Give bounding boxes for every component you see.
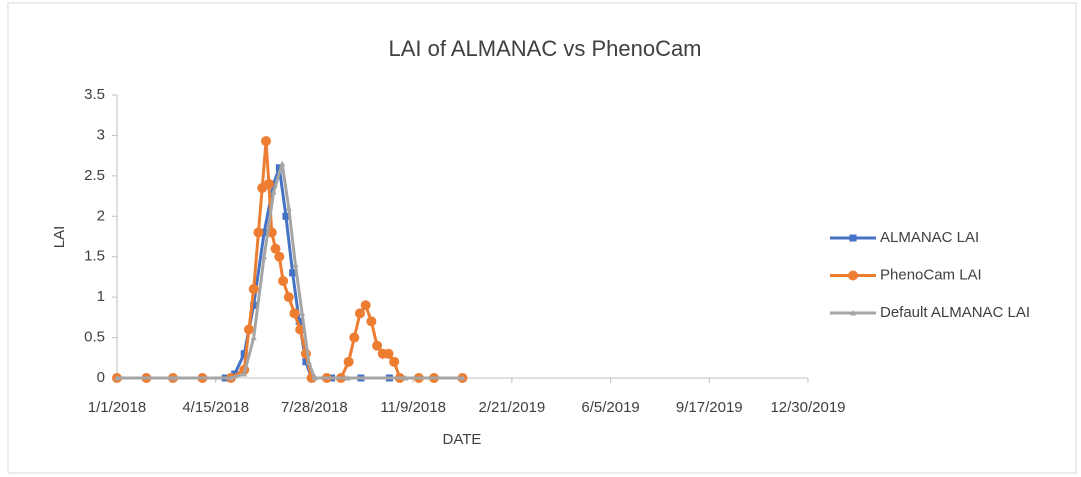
data-point bbox=[305, 358, 312, 365]
data-point bbox=[261, 253, 268, 260]
data-point bbox=[250, 334, 257, 341]
data-point bbox=[250, 301, 258, 309]
data-point bbox=[360, 300, 371, 311]
data-point bbox=[289, 308, 300, 319]
legend-label: Default ALMANAC LAI bbox=[880, 304, 1030, 321]
data-point bbox=[311, 375, 318, 381]
data-point bbox=[354, 308, 365, 319]
data-point bbox=[343, 356, 354, 367]
x-axis-label: DATE bbox=[443, 431, 482, 448]
chart-title: LAI of ALMANAC vs PhenoCam bbox=[388, 36, 701, 61]
x-tick-label: 12/30/2019 bbox=[770, 399, 845, 416]
data-point bbox=[260, 228, 268, 236]
data-point bbox=[459, 375, 466, 381]
y-tick-label: 3 bbox=[97, 126, 105, 143]
data-point bbox=[243, 324, 254, 335]
legend-label: PhenoCam LAI bbox=[880, 266, 982, 283]
data-point bbox=[114, 375, 120, 381]
data-point bbox=[270, 189, 277, 195]
data-point bbox=[285, 205, 292, 211]
data-point bbox=[241, 370, 248, 377]
data-point bbox=[227, 375, 234, 381]
data-point bbox=[349, 332, 360, 343]
legend-marker bbox=[850, 310, 856, 316]
y-tick-label: 0 bbox=[97, 369, 105, 386]
data-point bbox=[279, 160, 286, 167]
data-point bbox=[295, 317, 303, 325]
legend-marker bbox=[848, 270, 858, 281]
data-point bbox=[278, 275, 289, 286]
data-point bbox=[253, 227, 264, 238]
y-tick-label: 2 bbox=[97, 207, 105, 224]
y-tick-label: 1.5 bbox=[84, 248, 105, 265]
chart-frame bbox=[7, 2, 1077, 474]
data-point bbox=[263, 178, 274, 189]
data-point bbox=[292, 261, 299, 268]
data-point bbox=[248, 284, 259, 295]
data-point bbox=[344, 375, 351, 381]
data-point bbox=[282, 212, 290, 220]
data-point bbox=[366, 316, 377, 327]
data-point bbox=[170, 375, 177, 381]
data-point bbox=[283, 292, 294, 303]
series-line bbox=[117, 163, 463, 380]
x-tick-label: 9/17/2019 bbox=[676, 399, 743, 416]
x-tick-label: 6/5/2019 bbox=[581, 399, 639, 416]
data-point bbox=[274, 251, 285, 262]
x-tick-label: 11/9/2018 bbox=[380, 399, 446, 416]
x-tick-label: 7/28/2018 bbox=[281, 399, 348, 416]
data-point bbox=[261, 136, 272, 147]
y-tick-label: 2.5 bbox=[84, 167, 105, 184]
data-point bbox=[289, 269, 297, 277]
data-point bbox=[389, 356, 400, 367]
y-tick-label: 1 bbox=[97, 288, 105, 305]
data-point bbox=[402, 375, 409, 381]
y-axis-label: LAI bbox=[51, 226, 68, 249]
y-tick-label: 3.5 bbox=[84, 86, 105, 103]
y-tick-label: 0.5 bbox=[84, 329, 105, 346]
data-point bbox=[383, 348, 394, 359]
data-point bbox=[275, 164, 283, 172]
data-point bbox=[270, 243, 281, 254]
legend-label: ALMANAC LAI bbox=[880, 229, 979, 246]
data-point bbox=[372, 340, 383, 351]
data-point bbox=[240, 350, 248, 358]
x-tick-label: 2/21/2019 bbox=[478, 399, 545, 416]
x-tick-label: 4/15/2018 bbox=[182, 399, 249, 416]
legend-marker bbox=[849, 234, 857, 242]
data-point bbox=[299, 310, 306, 316]
data-point bbox=[302, 358, 310, 366]
x-tick-label: 1/1/2018 bbox=[88, 399, 146, 416]
